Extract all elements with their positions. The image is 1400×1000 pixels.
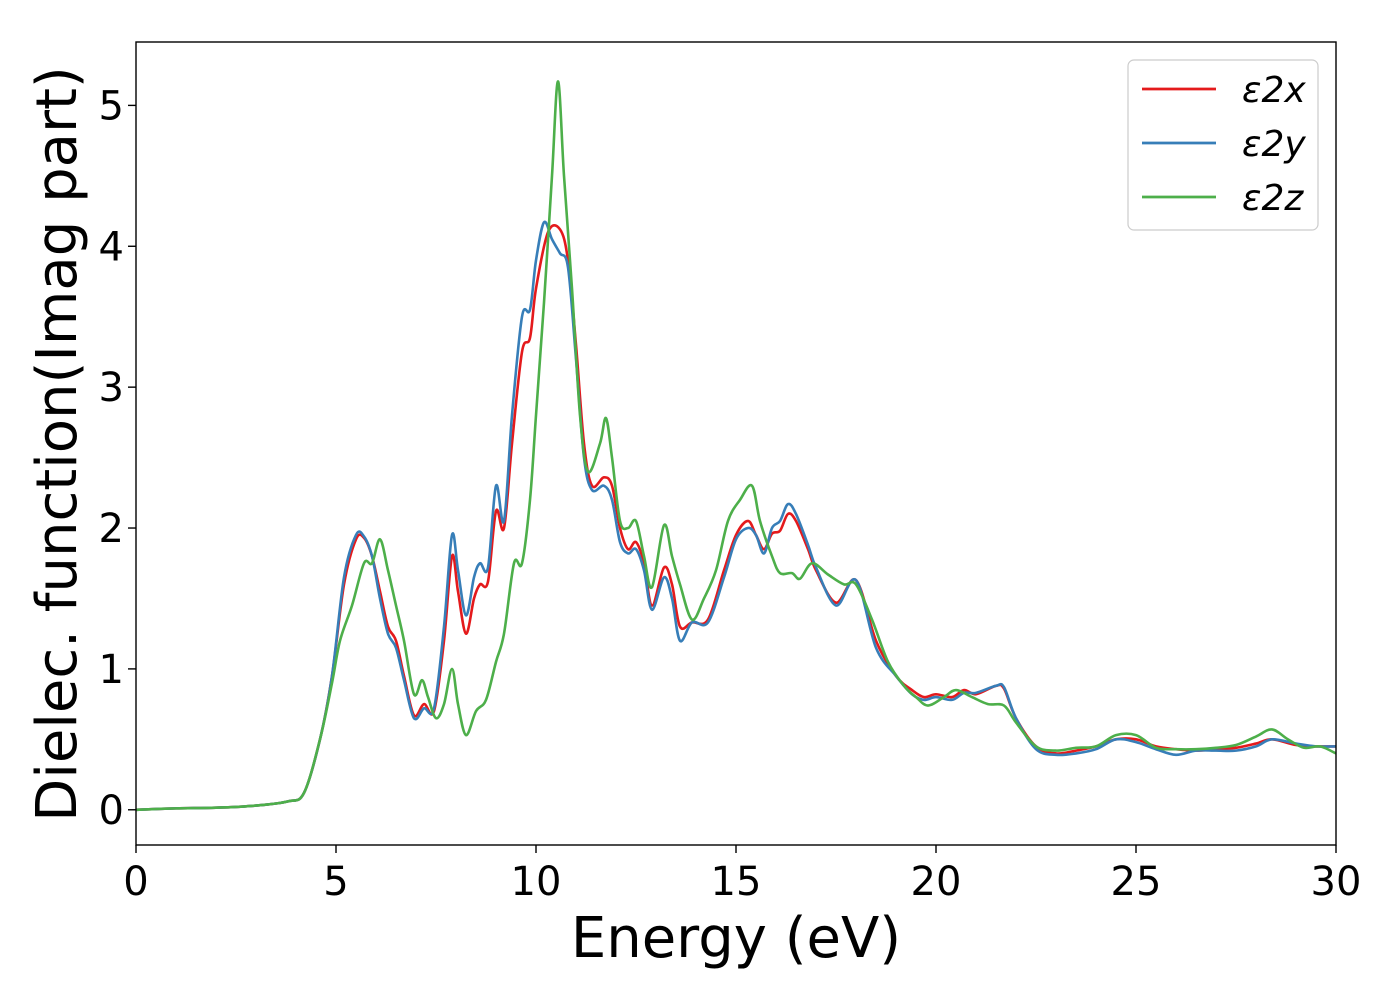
axis-layer: 0 5 10 15 20 25 30 0 1 2 3 4 5 [99,83,1362,905]
series-line-3 [136,80,1336,812]
y-tick-label: 4 [99,224,124,270]
legend-label-1: ε2x [1242,70,1306,111]
legend-label-3: ε2z [1242,178,1304,219]
legend: ε2x ε2y ε2z [1127,59,1319,231]
plot-layer [136,80,1336,812]
y-tick-label: 5 [99,83,124,129]
x-tick-label: 5 [323,859,348,905]
y-axis-title: Dielec. function(Imag part) [25,66,90,822]
x-tick-label: 10 [511,859,562,905]
x-tick-label: 15 [711,859,762,905]
x-tick-label: 20 [911,859,962,905]
y-tick-label: 3 [99,365,124,411]
legend-items: ε2x ε2y ε2z [1142,70,1306,219]
x-axis-title: Energy (eV) [571,906,901,971]
x-tick-label: 30 [1311,859,1362,905]
x-tick-label: 25 [1111,859,1162,905]
legend-label-2: ε2y [1242,124,1306,165]
legend-box [1127,59,1319,231]
series-line-1 [136,224,1336,812]
series-line-2 [136,220,1336,812]
y-tick-label: 0 [99,788,124,834]
x-tick-label: 0 [123,859,148,905]
y-tick-label: 1 [99,647,124,693]
y-tick-label: 2 [99,506,124,552]
